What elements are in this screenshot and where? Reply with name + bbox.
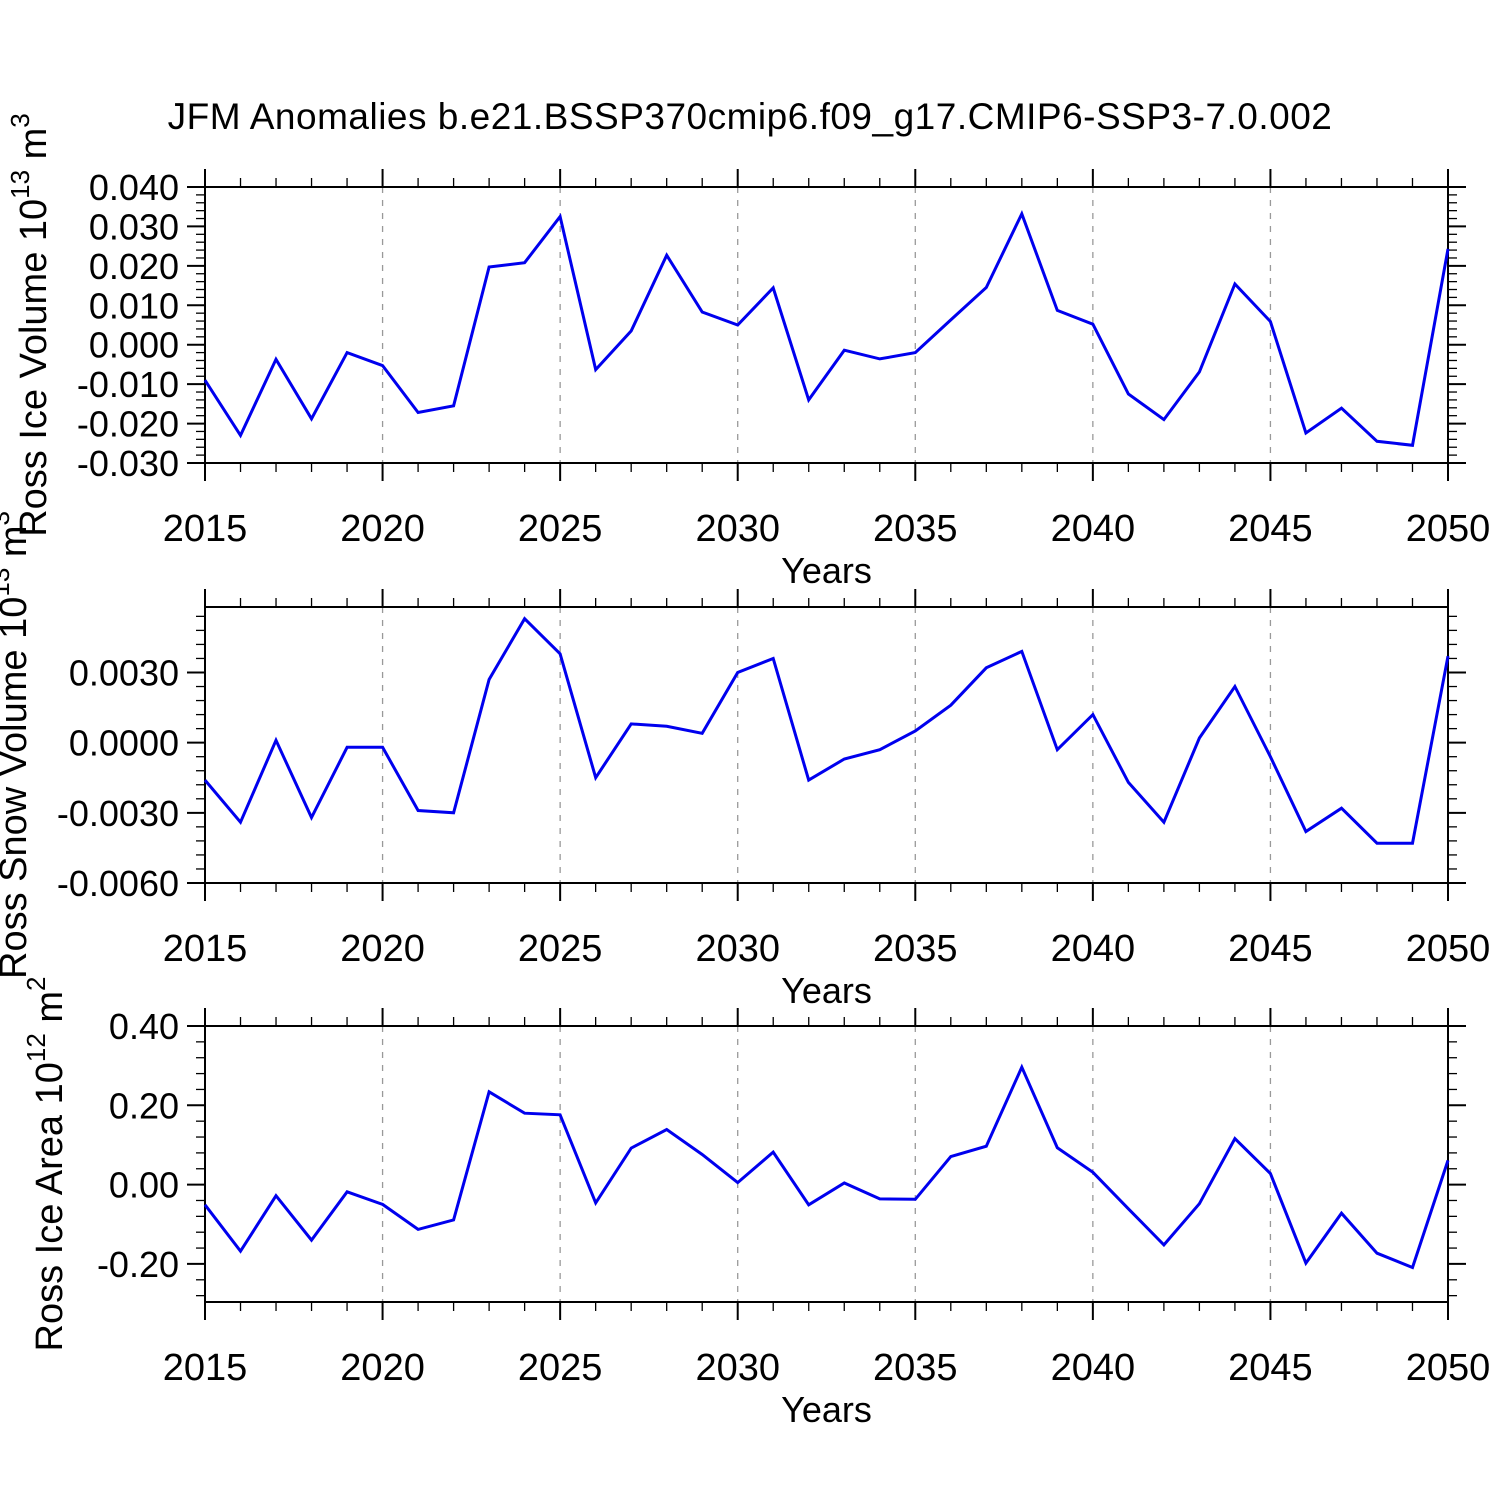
- data-series-line: [203, 616, 1450, 845]
- x-tick-label: 2045: [1228, 1347, 1313, 1389]
- y-tick-label: 0.040: [89, 167, 179, 208]
- x-tick-label: 2020: [340, 508, 425, 550]
- x-tick-label: 2025: [518, 1347, 603, 1389]
- x-tick-label: 2040: [1051, 1347, 1136, 1389]
- x-tick-label: 2050: [1406, 508, 1491, 550]
- y-tick-label: 0.0030: [69, 652, 179, 693]
- y-axis-title-text: Ross Ice Volume 10: [13, 199, 55, 537]
- y-axis-title-superscript: 3: [0, 511, 15, 525]
- y-tick-label: 0.40: [109, 1006, 179, 1047]
- y-tick-label: -0.020: [77, 404, 179, 445]
- panel-3: 0.40 0.20 0.00 -0.20 2015 2020 2025 2030 2035 204…: [21, 977, 1490, 1431]
- y-axis-title-superscript: 13: [0, 568, 15, 597]
- x-tick-label: 2015: [163, 928, 248, 970]
- y-axis-title: Ross Ice Area 1012 m2: [21, 977, 71, 1352]
- y-tick-label: 0.020: [89, 246, 179, 287]
- y-tick-label: -0.010: [77, 364, 179, 405]
- y-axis-title-superscript: 2: [21, 977, 51, 991]
- x-tick-label: 2045: [1228, 508, 1313, 550]
- x-tick-label: 2035: [873, 928, 958, 970]
- x-tick-label: 2050: [1406, 1347, 1491, 1389]
- y-axis-title-superscript: 3: [5, 113, 35, 127]
- x-axis-title: Years: [781, 970, 872, 1011]
- x-tick-label: 2015: [163, 1347, 248, 1389]
- y-tick-label: 0.20: [109, 1085, 179, 1126]
- x-axis-title: Years: [781, 550, 872, 591]
- x-tick-label: 2045: [1228, 928, 1313, 970]
- panel-1: 0.0400.0300.0200.0100.000-0.010-0.020-0.…: [5, 113, 1490, 591]
- data-series-line: [203, 1063, 1450, 1270]
- y-axis-title-text: Ross Snow Volume 10: [0, 597, 35, 979]
- x-tick-label: 2030: [695, 508, 780, 550]
- x-tick-label: 2025: [518, 928, 603, 970]
- x-tick-label: 2030: [695, 928, 780, 970]
- x-tick-label: 2040: [1051, 928, 1136, 970]
- y-tick-label: 0.000: [89, 325, 179, 366]
- y-tick-label: -0.0030: [57, 793, 179, 834]
- x-tick-label: 2050: [1406, 928, 1491, 970]
- y-axis-title-superscript: 13: [5, 170, 35, 199]
- x-tick-label: 2020: [340, 928, 425, 970]
- y-tick-label: 0.030: [89, 206, 179, 247]
- plot-frame: [204, 606, 1449, 884]
- data-series-line: [203, 209, 1450, 447]
- y-axis-title-text: m: [13, 128, 55, 170]
- x-tick-label: 2020: [340, 1347, 425, 1389]
- plot-frame: [204, 186, 1449, 464]
- y-axis-title-text: Ross Ice Area 10: [29, 1062, 71, 1351]
- y-tick-label: 0.00: [109, 1165, 179, 1206]
- y-tick-label: -0.030: [77, 443, 179, 484]
- y-axis-title-text: m: [29, 991, 71, 1033]
- panel-2: 0.0030 0.0000 -0.0030 -0.0060 2015 2020 2025 20…: [0, 511, 1490, 1011]
- y-axis-title: Ross Ice Volume 1013 m3: [5, 113, 55, 537]
- x-tick-label: 2015: [163, 508, 248, 550]
- x-tick-label: 2035: [873, 508, 958, 550]
- x-axis-title: Years: [781, 1389, 872, 1430]
- y-tick-label: -0.0060: [57, 863, 179, 904]
- x-tick-label: 2030: [695, 1347, 780, 1389]
- x-tick-label: 2035: [873, 1347, 958, 1389]
- y-axis-title-text: m: [0, 526, 35, 568]
- figure-title: JFM Anomalies b.e21.BSSP370cmip6.f09_g17…: [167, 96, 1333, 137]
- y-axis-title-superscript: 12: [21, 1033, 51, 1062]
- y-tick-label: 0.010: [89, 285, 179, 326]
- y-tick-label: -0.20: [97, 1244, 179, 1285]
- x-tick-label: 2025: [518, 508, 603, 550]
- y-axis-title: Ross Snow Volume 1013 m3: [0, 511, 35, 979]
- y-tick-label: 0.0000: [69, 723, 179, 764]
- x-tick-label: 2040: [1051, 508, 1136, 550]
